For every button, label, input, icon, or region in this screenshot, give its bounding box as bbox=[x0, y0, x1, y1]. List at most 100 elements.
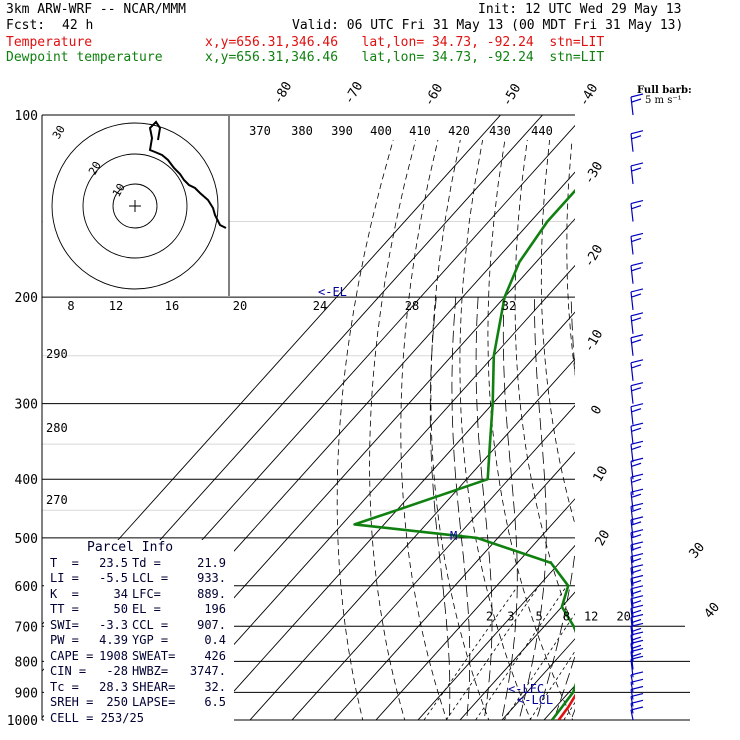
m-marker: M bbox=[450, 529, 457, 543]
moist-adiabat bbox=[583, 297, 722, 733]
theta-label-380: 380 bbox=[291, 124, 313, 138]
wind-barb-flag bbox=[631, 237, 642, 242]
hodograph-speed-label-16: 16 bbox=[165, 299, 179, 313]
parcel-label: LAPSE= bbox=[132, 695, 176, 709]
isotherm-label--50: -50 bbox=[500, 81, 525, 109]
pressure-label-800: 800 bbox=[15, 655, 38, 670]
wind-barb-flag bbox=[631, 609, 642, 614]
wind-barb-flag bbox=[631, 364, 642, 369]
parcel-value: 3747. bbox=[189, 664, 226, 678]
wind-barb bbox=[630, 203, 634, 222]
dry-adiabat bbox=[514, 139, 575, 633]
theta-label-400: 400 bbox=[370, 124, 392, 138]
wind-barb-flag bbox=[631, 558, 642, 563]
wind-barb-flag bbox=[630, 488, 644, 493]
wind-barb-flag bbox=[630, 574, 644, 580]
wind-barb-flag bbox=[631, 644, 642, 649]
wind-barb bbox=[630, 291, 634, 311]
hodograph-ring bbox=[82, 153, 188, 259]
wind-barb-flag bbox=[631, 579, 642, 585]
isotherm bbox=[459, 591, 575, 720]
wind-barb-flag bbox=[630, 516, 644, 521]
wind-barb bbox=[630, 426, 634, 445]
wind-barb-flag bbox=[630, 162, 644, 167]
wind-barb-flag bbox=[630, 699, 644, 704]
height-label-280: 280 bbox=[46, 421, 68, 435]
wind-barb-flag bbox=[630, 130, 644, 135]
wind-barb-flag bbox=[630, 502, 644, 507]
wind-barb-flag bbox=[631, 636, 642, 641]
parcel-value: -28 bbox=[106, 664, 128, 678]
isotherm-label--60: -60 bbox=[422, 81, 447, 109]
wind-barb bbox=[630, 133, 634, 152]
mixing-ratio-label-20: 20 bbox=[616, 609, 630, 623]
parcel-label: HWBZ= bbox=[132, 664, 169, 678]
dry-adiabat bbox=[615, 140, 740, 733]
pressure-label-400: 400 bbox=[15, 473, 38, 488]
parcel-value: 1908 bbox=[99, 648, 128, 663]
wind-barb-flag bbox=[631, 627, 642, 632]
wind-barb-flag bbox=[631, 534, 642, 539]
isotherm bbox=[417, 544, 575, 720]
isotherm-label--70: -70 bbox=[342, 79, 367, 107]
wind-barb-flag bbox=[631, 493, 642, 498]
hodograph-speed-label-32: 32 bbox=[502, 299, 516, 313]
wind-barb-flag bbox=[631, 387, 642, 392]
wind-barb-flag bbox=[631, 507, 642, 512]
wind-barb-flag bbox=[631, 167, 642, 172]
wind-barb bbox=[630, 265, 634, 284]
hodograph-speed-label-24: 24 bbox=[313, 299, 327, 313]
isotherm-label-40: 40 bbox=[702, 600, 724, 622]
parcel-row: TT = 50 EL = 196 bbox=[44, 602, 234, 618]
dry-adiabat bbox=[566, 139, 575, 376]
wind-barb bbox=[630, 682, 634, 693]
wind-barb-flag bbox=[630, 678, 644, 683]
hodograph-speed-label-20: 20 bbox=[233, 299, 247, 313]
wind-barb-flag bbox=[630, 457, 644, 462]
wind-barb-flag bbox=[631, 652, 642, 658]
isotherm bbox=[616, 102, 740, 733]
parcel-row: CAPE = 1908 SWEAT= 426 bbox=[44, 649, 234, 665]
wind-barb-flag bbox=[630, 706, 644, 711]
wind-barb-flag bbox=[630, 604, 644, 609]
wind-barb-flag bbox=[630, 382, 644, 387]
hodograph-ring bbox=[51, 122, 219, 290]
wind-barb-flag bbox=[630, 232, 644, 238]
dry-adiabat bbox=[430, 139, 490, 720]
parcel-value: 6.5 bbox=[204, 695, 226, 709]
dry-adiabat bbox=[487, 139, 574, 720]
parcel-info-title: Parcel Info bbox=[87, 540, 174, 555]
wind-barb bbox=[630, 362, 634, 381]
wind-barb-flag bbox=[631, 427, 642, 432]
dry-adiabat bbox=[728, 140, 740, 733]
wind-barb-flag bbox=[631, 204, 642, 210]
dry-adiabat bbox=[540, 139, 575, 526]
wind-barb-flag bbox=[630, 440, 644, 445]
wind-barb bbox=[630, 506, 634, 525]
wind-barb-flag bbox=[630, 639, 644, 644]
wind-barb-flag bbox=[630, 631, 644, 636]
moist-adiabat bbox=[501, 297, 518, 720]
isotherm-label--30: -30 bbox=[582, 159, 607, 187]
theta-label-440: 440 bbox=[531, 124, 553, 138]
isotherm bbox=[42, 115, 502, 626]
forecast-hour: 42 h bbox=[62, 18, 94, 33]
parcel-row: K = 34 LFC= 889. bbox=[44, 587, 234, 603]
dewpoint-location: x,y=656.31,346.46 lat,lon= 34.73, -92.24… bbox=[205, 50, 605, 65]
mixing-ratio-line bbox=[423, 585, 519, 720]
mixing-ratio-label-3: 3 bbox=[507, 609, 514, 623]
wind-barb bbox=[630, 519, 634, 538]
parcel-value: 933. bbox=[197, 571, 226, 585]
parcel-value: 889. bbox=[197, 586, 226, 601]
dry-adiabat bbox=[706, 140, 740, 733]
wind-barb-flag bbox=[630, 312, 644, 317]
wind-barb bbox=[630, 689, 634, 700]
wind-barb-flag bbox=[630, 655, 644, 660]
wind-barb bbox=[630, 703, 634, 714]
wind-barb-flag bbox=[631, 408, 642, 413]
wind-barb bbox=[630, 544, 634, 563]
wind-barb-flag bbox=[630, 692, 644, 698]
pressure-label-500: 500 bbox=[15, 532, 38, 547]
hodograph-ring-label-20: 20 bbox=[86, 159, 104, 177]
isotherm-label-20: 20 bbox=[593, 528, 614, 549]
